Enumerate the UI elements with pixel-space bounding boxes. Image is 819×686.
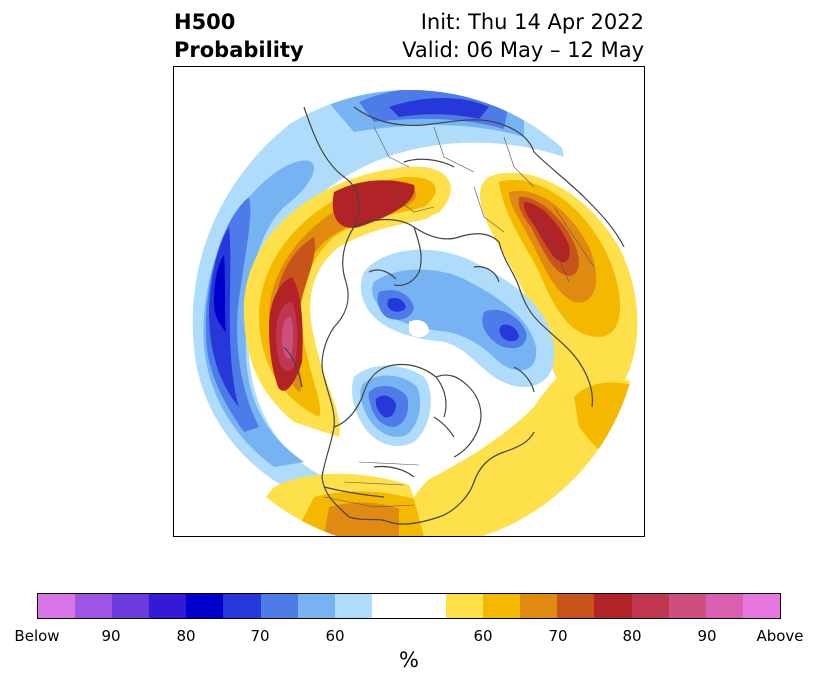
- tick-below-70: 70: [250, 627, 270, 645]
- colorbar-segment: [223, 594, 261, 618]
- colorbar-segment: [38, 594, 76, 618]
- colorbar: [37, 593, 781, 619]
- colorbar-segment: [594, 594, 632, 618]
- anomaly-contour: [375, 395, 396, 418]
- map-title-right: Init: Thu 14 Apr 2022 Valid: 06 May – 12…: [402, 8, 644, 64]
- tick-below-90: 90: [101, 627, 121, 645]
- init-date: Init: Thu 14 Apr 2022: [420, 10, 644, 34]
- tick-above-70: 70: [548, 627, 568, 645]
- anomaly-contour: [332, 180, 415, 228]
- colorbar-segment: [668, 594, 706, 618]
- tick-above-90: 90: [697, 627, 717, 645]
- valid-range: Valid: 06 May – 12 May: [402, 38, 644, 62]
- colorbar-segment: [742, 594, 780, 618]
- title-variable: H500: [174, 10, 236, 34]
- title-quantity: Probability: [174, 38, 304, 62]
- colorbar-segment: [557, 594, 595, 618]
- map-svg: [181, 90, 639, 536]
- anomaly-contour: [523, 202, 570, 263]
- colorbar-segment: [631, 594, 669, 618]
- colorbar-segment: [705, 594, 743, 618]
- anomaly-contour: [259, 176, 436, 417]
- tick-above: Above: [756, 627, 804, 645]
- anomaly-field: [181, 90, 639, 536]
- colorbar-segment: [260, 594, 298, 618]
- country-borders: [323, 126, 595, 508]
- anomaly-contour: [269, 186, 417, 392]
- colorbar-segment: [112, 594, 150, 618]
- colorbar-segment: [186, 594, 224, 618]
- anomaly-contour: [499, 324, 519, 342]
- polar-map: [173, 66, 645, 537]
- colorbar-segment: [446, 594, 484, 618]
- tick-above-60: 60: [473, 627, 493, 645]
- tick-above-80: 80: [622, 627, 642, 645]
- map-title-left: H500 Probability: [174, 8, 304, 64]
- tick-below: Below: [14, 627, 60, 645]
- colorbar-segment: [520, 594, 558, 618]
- colorbar-segment: [75, 594, 113, 618]
- colorbar-unit-label: %: [399, 648, 419, 672]
- anomaly-contour: [214, 255, 226, 332]
- tick-below-80: 80: [176, 627, 196, 645]
- anomaly-contour: [389, 98, 489, 119]
- anomaly-contour: [387, 297, 406, 312]
- colorbar-segment: [408, 594, 447, 618]
- colorbar-segment: [371, 594, 409, 618]
- colorbar-segment: [334, 594, 372, 618]
- coastlines: [283, 106, 625, 525]
- anomaly-contour: [372, 269, 537, 371]
- colorbar-segment: [483, 594, 521, 618]
- colorbar-segment: [297, 594, 335, 618]
- colorbar-segment: [149, 594, 187, 618]
- tick-below-60: 60: [325, 627, 345, 645]
